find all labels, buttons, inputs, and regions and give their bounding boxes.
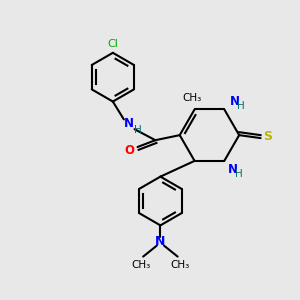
Text: N: N xyxy=(230,94,240,108)
Text: Cl: Cl xyxy=(107,39,118,49)
Text: CH₃: CH₃ xyxy=(170,260,190,270)
Text: O: O xyxy=(124,143,134,157)
Text: H: H xyxy=(134,125,141,135)
Text: S: S xyxy=(263,130,272,143)
Text: N: N xyxy=(155,235,166,248)
Text: H: H xyxy=(237,101,244,111)
Text: H: H xyxy=(235,169,243,179)
Text: N: N xyxy=(228,163,238,176)
Text: CH₃: CH₃ xyxy=(183,93,202,103)
Text: N: N xyxy=(124,117,134,130)
Text: CH₃: CH₃ xyxy=(131,260,150,270)
